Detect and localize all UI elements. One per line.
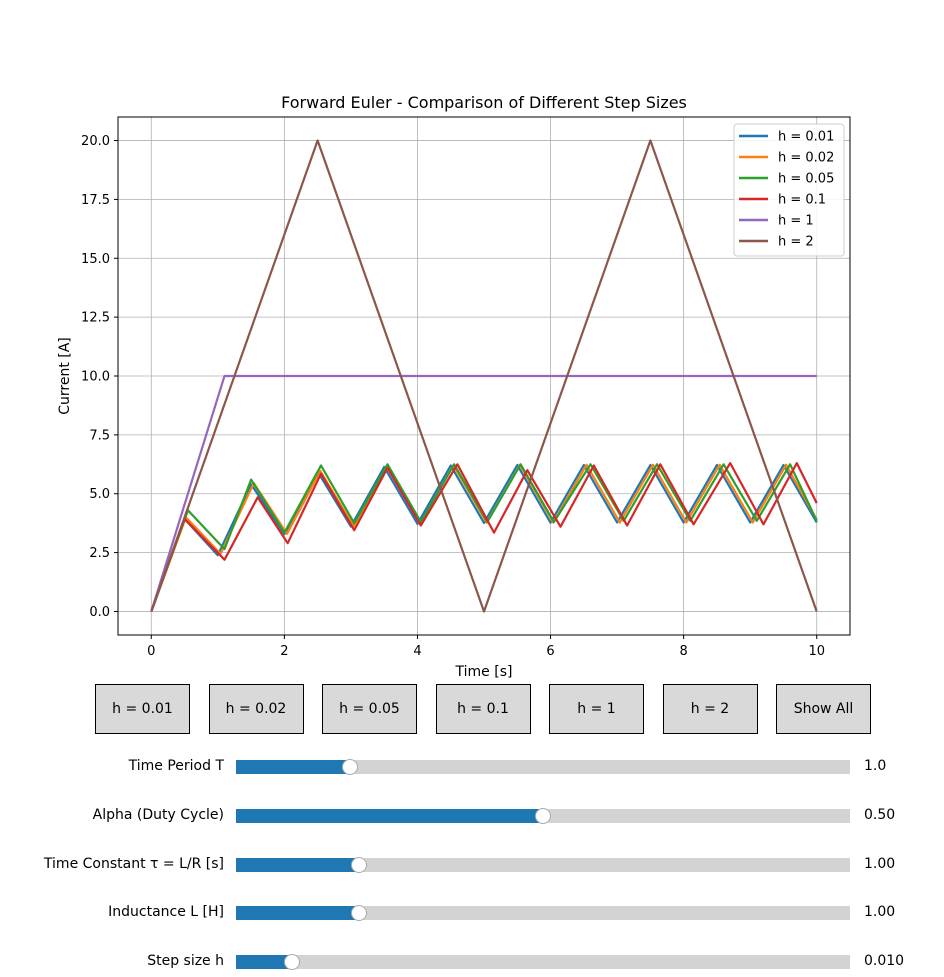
show-all-button[interactable]: Show All [776, 684, 871, 734]
slider-label: Alpha (Duty Cycle) [93, 807, 224, 823]
slider-label: Inductance L [H] [108, 904, 224, 920]
slider-track[interactable] [236, 809, 850, 823]
x-tick-label: 2 [280, 644, 288, 659]
slider-value: 1.0 [864, 758, 886, 774]
slider-handle[interactable] [342, 759, 358, 775]
slider-value: 1.00 [864, 856, 895, 872]
y-tick-label: 5.0 [89, 487, 110, 502]
legend-label: h = 0.02 [778, 151, 834, 166]
x-tick-label: 4 [413, 644, 421, 659]
y-tick-label: 12.5 [81, 311, 110, 326]
legend-label: h = 2 [778, 235, 814, 250]
step-size-slider[interactable]: Step size h 0.010 [0, 947, 944, 977]
y-tick-label: 17.5 [81, 193, 110, 208]
slider-fill [236, 906, 359, 920]
time-constant-slider[interactable]: Time Constant τ = L/R [s] 1.00 [0, 850, 944, 880]
slider-fill [236, 760, 350, 774]
h-1-button[interactable]: h = 1 [549, 684, 644, 734]
slider-value: 0.50 [864, 807, 895, 823]
slider-track[interactable] [236, 760, 850, 774]
slider-value: 0.010 [864, 953, 904, 969]
slider-handle[interactable] [351, 905, 367, 921]
y-tick-label: 2.5 [89, 546, 110, 561]
slider-label: Time Period T [129, 758, 224, 774]
chart: 0 2 4 6 8 100.02.55.07.510.012.515.017.520.0 … [0, 0, 944, 680]
slider-handle[interactable] [351, 857, 367, 873]
slider-handle[interactable] [284, 954, 300, 970]
h-2-button[interactable]: h = 2 [663, 684, 758, 734]
x-tick-label: 0 [147, 644, 155, 659]
slider-handle[interactable] [535, 808, 551, 824]
x-tick-label: 8 [679, 644, 687, 659]
legend-label: h = 1 [778, 214, 814, 229]
legend-label: h = 0.01 [778, 130, 834, 145]
y-tick-label: 10.0 [81, 370, 110, 385]
series-layer [151, 141, 816, 612]
h-01-button[interactable]: h = 0.1 [436, 684, 531, 734]
chart-title: Forward Euler - Comparison of Different … [281, 93, 687, 112]
alpha-slider[interactable]: Alpha (Duty Cycle) 0.50 [0, 801, 944, 831]
h-002-button[interactable]: h = 0.02 [209, 684, 304, 734]
slider-fill [236, 809, 543, 823]
y-tick-label: 7.5 [89, 428, 110, 443]
legend: h = 0.01 h = 0.02 h = 0.05 h = 0.1 h = 1 h = … [734, 124, 844, 256]
h-001-button[interactable]: h = 0.01 [95, 684, 190, 734]
legend-label: h = 0.1 [778, 193, 826, 208]
legend-label: h = 0.05 [778, 172, 834, 187]
slider-fill [236, 858, 359, 872]
slider-label: Time Constant τ = L/R [s] [44, 856, 224, 872]
y-axis-label: Current [A] [57, 337, 73, 415]
x-tick-label: 10 [808, 644, 825, 659]
x-tick-label: 6 [546, 644, 554, 659]
slider-track[interactable] [236, 906, 850, 920]
ticks: 0 2 4 6 8 10 0.0 2.5 5.0 7.5 10.0 12.5 15.0 17.5 20.0 [81, 134, 825, 659]
x-axis-label: Time [s] [455, 664, 513, 680]
y-tick-label: 0.0 [89, 605, 110, 620]
time-period-slider[interactable]: Time Period T 1.0 [0, 752, 944, 782]
inductance-slider[interactable]: Inductance L [H] 1.00 [0, 898, 944, 928]
slider-track[interactable] [236, 955, 850, 969]
slider-track[interactable] [236, 858, 850, 872]
slider-value: 1.00 [864, 904, 895, 920]
y-tick-label: 20.0 [81, 134, 110, 149]
h-005-button[interactable]: h = 0.05 [322, 684, 417, 734]
slider-label: Step size h [147, 953, 224, 969]
y-tick-label: 15.0 [81, 252, 110, 267]
